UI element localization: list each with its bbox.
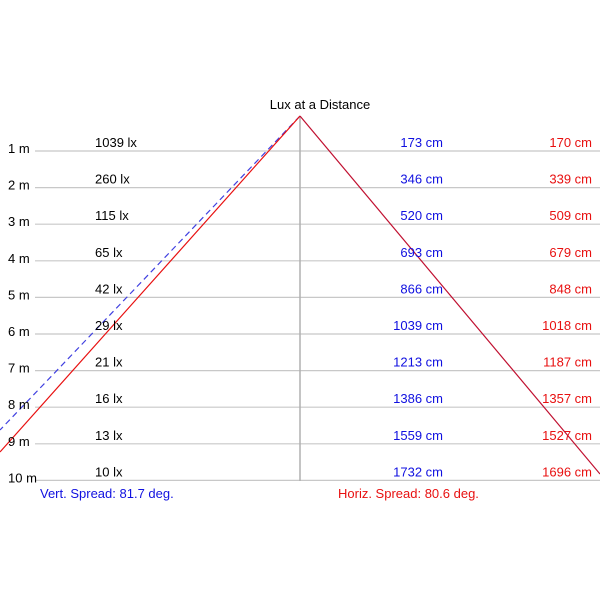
distance-row: 1 m 1039 lx 173 cm 170 cm	[8, 135, 592, 156]
distance-label: 3 m	[8, 214, 30, 229]
horizontal-width-value: 1696 cm	[542, 464, 592, 479]
lux-value: 65 lx	[95, 245, 123, 260]
horizontal-beam-edge-right	[299, 115, 600, 475]
horizontal-width-value: 1527 cm	[542, 428, 592, 443]
distance-row: 9 m 13 lx 1559 cm 1527 cm	[8, 428, 592, 449]
distance-row: 6 m 29 lx 1039 cm 1018 cm	[8, 318, 592, 339]
distance-label: 5 m	[8, 287, 30, 302]
lux-value: 13 lx	[95, 428, 123, 443]
horizontal-width-value: 339 cm	[549, 172, 592, 187]
distance-label: 7 m	[8, 361, 30, 376]
vertical-beam-edge	[0, 115, 301, 431]
distance-label: 2 m	[8, 178, 30, 193]
vertical-width-value: 173 cm	[400, 135, 443, 150]
lux-value: 42 lx	[95, 281, 123, 296]
distance-row: 10 m 10 lx 1732 cm 1696 cm	[8, 464, 592, 485]
diagram-title: Lux at a Distance	[270, 97, 370, 112]
distance-row: 8 m 16 lx 1386 cm 1357 cm	[8, 391, 592, 412]
distance-row: 2 m 260 lx 346 cm 339 cm	[8, 172, 592, 193]
vertical-width-value: 1559 cm	[393, 428, 443, 443]
horizontal-width-value: 1187 cm	[543, 355, 592, 370]
distance-label: 10 m	[8, 470, 37, 485]
vertical-width-value: 1386 cm	[393, 391, 443, 406]
lux-value: 29 lx	[95, 318, 123, 333]
lux-value: 260 lx	[95, 172, 130, 187]
distance-row: 5 m 42 lx 866 cm 848 cm	[8, 281, 592, 302]
vertical-width-value: 346 cm	[400, 172, 443, 187]
vertical-width-value: 693 cm	[400, 245, 443, 260]
horizontal-width-value: 170 cm	[549, 135, 592, 150]
vertical-width-value: 1213 cm	[393, 355, 443, 370]
vertical-width-value: 866 cm	[400, 281, 443, 296]
horizontal-width-value: 848 cm	[549, 281, 592, 296]
horizontal-width-value: 509 cm	[549, 208, 592, 223]
horizontal-width-value: 1357 cm	[542, 391, 592, 406]
distance-row: 4 m 65 lx 693 cm 679 cm	[8, 245, 592, 266]
vertical-width-value: 1039 cm	[393, 318, 443, 333]
vertical-spread-label: Vert. Spread: 81.7 deg.	[40, 486, 174, 501]
distance-label: 6 m	[8, 324, 30, 339]
distance-label: 1 m	[8, 141, 30, 156]
lux-value: 16 lx	[95, 391, 123, 406]
distance-row: 3 m 115 lx 520 cm 509 cm	[8, 208, 592, 229]
lux-value: 1039 lx	[95, 135, 137, 150]
distance-label: 4 m	[8, 251, 30, 266]
distance-gridlines	[35, 150, 600, 481]
lux-value: 21 lx	[95, 355, 123, 370]
horizontal-spread-label: Horiz. Spread: 80.6 deg.	[338, 486, 479, 501]
distance-label: 9 m	[8, 434, 30, 449]
lux-value: 115 lx	[95, 208, 129, 223]
distance-label: 8 m	[8, 397, 30, 412]
distance-row: 7 m 21 lx 1213 cm 1187 cm	[8, 355, 592, 376]
vertical-width-value: 520 cm	[400, 208, 443, 223]
horizontal-beam-edge-left	[0, 115, 301, 453]
horizontal-width-value: 1018 cm	[542, 318, 592, 333]
lux-value: 10 lx	[95, 464, 123, 479]
horizontal-width-value: 679 cm	[549, 245, 592, 260]
vertical-width-value: 1732 cm	[393, 464, 443, 479]
